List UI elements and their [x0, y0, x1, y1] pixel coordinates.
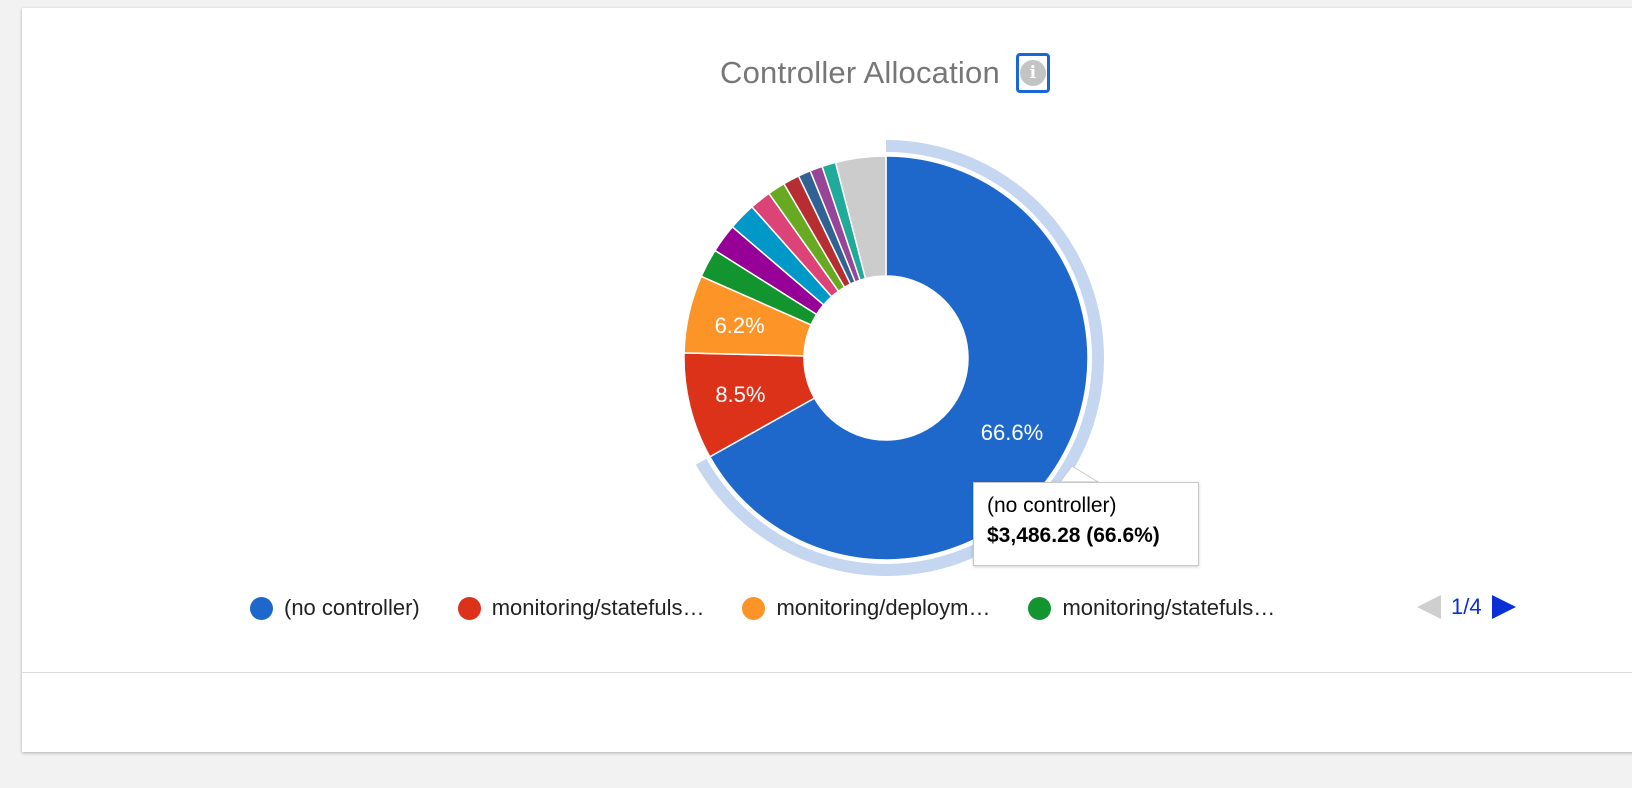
legend-swatch — [742, 596, 766, 620]
legend-label: monitoring/statefuls… — [491, 595, 705, 620]
tooltip-label: (no controller) — [987, 494, 1117, 517]
pager-prev-icon[interactable] — [1417, 595, 1441, 619]
slice-data-label: 66.6% — [981, 420, 1043, 445]
card-divider — [22, 672, 1632, 673]
legend-item[interactable]: monitoring/statefuls… — [1028, 595, 1275, 621]
slice-data-label: 8.5% — [715, 382, 765, 407]
tooltip-value: $3,486.28 (66.6%) — [987, 524, 1160, 547]
pager-next-icon[interactable] — [1491, 595, 1516, 619]
chart-header: Controller Allocation i — [720, 50, 1050, 96]
legend-swatch — [250, 596, 273, 620]
chart-tooltip: (no controller) $3,486.28 (66.6%) — [973, 482, 1199, 566]
legend-label: (no controller) — [284, 595, 420, 620]
legend-label: monitoring/statefuls… — [1062, 595, 1276, 620]
legend-pager: 1/4 — [1417, 592, 1516, 622]
chart-title: Controller Allocation — [720, 55, 1000, 90]
chart-card — [22, 8, 1632, 752]
legend-swatch — [1028, 596, 1052, 620]
legend-item[interactable]: (no controller) — [250, 595, 420, 621]
pager-text: 1/4 — [1451, 594, 1482, 619]
info-button[interactable]: i — [1015, 53, 1050, 93]
info-icon: i — [1019, 60, 1046, 86]
legend-item[interactable]: monitoring/deploym… — [742, 595, 990, 621]
pie-slice[interactable] — [834, 155, 887, 280]
slice-data-label: 6.2% — [715, 313, 765, 338]
pie-slice[interactable] — [708, 155, 1089, 561]
legend-swatch — [457, 596, 481, 620]
legend-item[interactable]: monitoring/statefuls… — [457, 595, 705, 621]
legend-label: monitoring/deploym… — [776, 595, 991, 620]
chart-legend: (no controller) monitoring/statefuls… mo… — [250, 590, 1275, 626]
